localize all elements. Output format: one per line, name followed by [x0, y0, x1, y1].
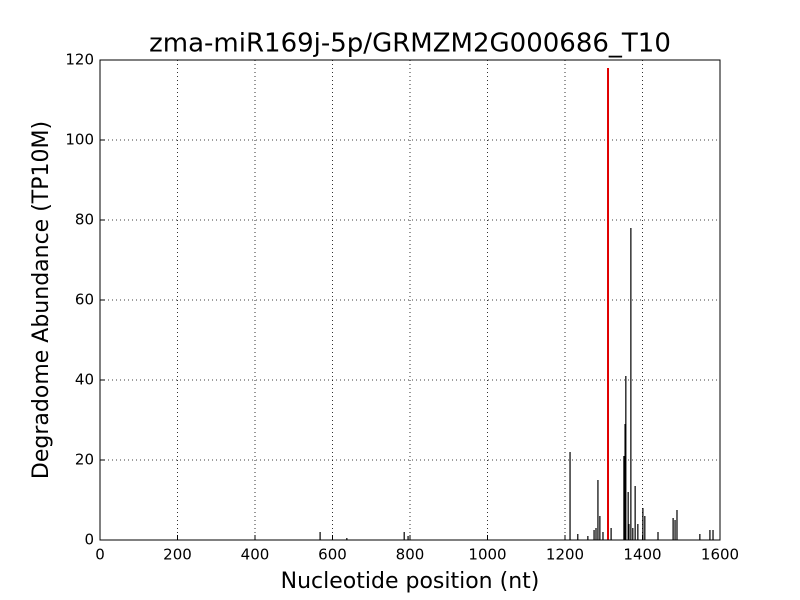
y-tick-label: 100 [65, 131, 94, 149]
x-tick-label: 800 [396, 546, 425, 564]
x-tick-label: 600 [318, 546, 347, 564]
x-tick-label: 400 [241, 546, 270, 564]
x-tick-label: 1000 [468, 546, 506, 564]
x-tick-label: 200 [163, 546, 192, 564]
x-tick-label: 1600 [701, 546, 739, 564]
chart-title: zma-miR169j-5p/GRMZM2G000686_T10 [149, 29, 671, 59]
y-tick-label: 0 [84, 531, 94, 549]
x-tick-label: 0 [95, 546, 105, 564]
y-tick-label: 60 [75, 291, 94, 309]
plot-frame [99, 59, 721, 541]
y-tick-label: 40 [75, 371, 94, 389]
x-axis-label: Nucleotide position (nt) [281, 569, 540, 594]
y-tick-label: 20 [75, 451, 94, 469]
y-axis-label: Degradome Abundance (TP10M) [29, 121, 54, 479]
x-tick-label: 1200 [546, 546, 584, 564]
y-tick-label: 80 [75, 211, 94, 229]
x-tick-label: 1400 [623, 546, 661, 564]
y-tick-label: 120 [65, 51, 94, 69]
